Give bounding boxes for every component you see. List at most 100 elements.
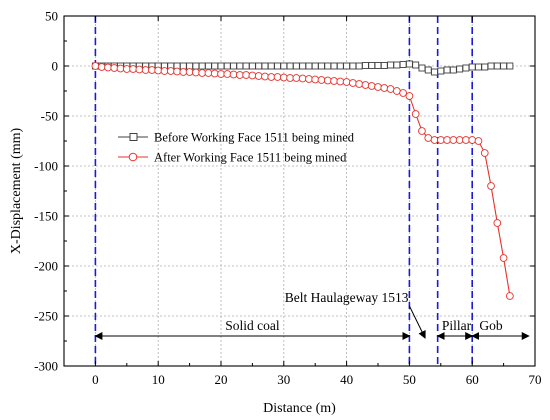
data-point (261, 72, 269, 81)
data-point (110, 64, 119, 72)
data-point (173, 67, 181, 76)
data-point (116, 64, 125, 73)
data-point (186, 62, 194, 70)
data-point (336, 77, 345, 86)
annotation-solid-coal: Solid coal (225, 318, 280, 333)
x-tick-label: 70 (529, 372, 542, 387)
data-point (330, 62, 338, 70)
data-point (299, 62, 307, 70)
data-point (368, 62, 376, 69)
x-tick-label: 50 (403, 372, 416, 387)
data-point (380, 62, 388, 69)
data-point (487, 62, 495, 70)
data-point (311, 75, 320, 84)
legend-label: After Working Face 1511 being mined (154, 151, 347, 165)
data-point (480, 149, 489, 157)
data-point (468, 63, 476, 71)
data-point (405, 92, 414, 100)
data-point (399, 61, 407, 68)
data-point (280, 62, 288, 70)
data-point (298, 74, 307, 83)
data-point (223, 62, 231, 70)
annotation-gob: Gob (479, 318, 502, 333)
data-point (274, 62, 281, 70)
data-point (430, 136, 439, 144)
data-point (411, 110, 420, 118)
legend-swatch-marker (129, 133, 138, 141)
data-point (122, 65, 131, 73)
data-point (248, 62, 256, 70)
data-point (179, 62, 187, 70)
x-tick-label: 40 (340, 372, 353, 387)
data-point (318, 62, 325, 70)
y-tick-label: 0 (52, 59, 59, 74)
data-point (242, 62, 250, 70)
data-point (418, 127, 426, 135)
data-point (349, 62, 357, 70)
data-point (380, 84, 389, 92)
data-point (436, 136, 445, 144)
data-point (141, 66, 150, 74)
data-point (242, 71, 250, 79)
data-point (493, 219, 502, 227)
data-point (330, 77, 338, 85)
annotation-layer: Belt Haulageway 1513 Solid coal Pillar Gob (94, 290, 530, 340)
axes-layer: 0 10 20 30 40 50 60 70 50 0 -50 -100 -150 -200 -250 -30… (34, 9, 541, 388)
data-point (336, 62, 344, 70)
data-point (449, 136, 458, 144)
x-tick-label: 10 (152, 372, 165, 387)
data-point (349, 79, 357, 87)
data-point (424, 66, 432, 74)
y-tick-label: -200 (34, 259, 58, 274)
belt-haulageway-pointer (408, 305, 426, 339)
data-point (387, 61, 395, 69)
data-point (499, 254, 508, 262)
data-point (487, 182, 495, 190)
y-tick-label: -250 (34, 309, 58, 324)
data-point (135, 65, 144, 74)
data-point (374, 83, 382, 91)
data-point (475, 63, 482, 71)
data-point (455, 136, 464, 144)
data-point (506, 292, 514, 300)
data-point (343, 62, 351, 70)
data-point (431, 68, 438, 76)
data-point (418, 64, 426, 72)
data-point (474, 137, 483, 145)
data-point (229, 70, 238, 79)
data-point (481, 63, 489, 71)
x-axis-title: Distance (m) (263, 401, 336, 416)
data-point (342, 78, 351, 86)
legend: Before Working Face 1511 being mined Afte… (118, 131, 355, 165)
data-point (456, 65, 464, 73)
data-point (311, 62, 319, 70)
data-point (248, 71, 257, 80)
data-point (255, 62, 263, 70)
data-point (192, 68, 200, 77)
y-tick-label: -150 (34, 209, 58, 224)
y-axis-title: X-Displacement (mm) (9, 127, 24, 254)
data-point (355, 80, 364, 88)
data-point (399, 89, 407, 97)
y-tick-label: -50 (41, 109, 58, 124)
series-layer (91, 60, 514, 300)
data-point (286, 74, 294, 82)
x-tick-label: 30 (277, 372, 290, 387)
data-point (91, 62, 100, 70)
data-point (254, 72, 263, 80)
data-point (97, 63, 106, 71)
data-point (374, 62, 382, 69)
data-point (449, 66, 457, 74)
data-point (292, 62, 300, 70)
data-point (217, 70, 225, 78)
data-point (154, 66, 163, 75)
data-point (179, 68, 188, 76)
data-point (217, 62, 225, 70)
y-tick-label: -100 (34, 159, 58, 174)
x-tick-label: 0 (92, 372, 99, 387)
data-point (323, 76, 332, 85)
data-point (443, 136, 451, 144)
data-point (305, 62, 313, 70)
